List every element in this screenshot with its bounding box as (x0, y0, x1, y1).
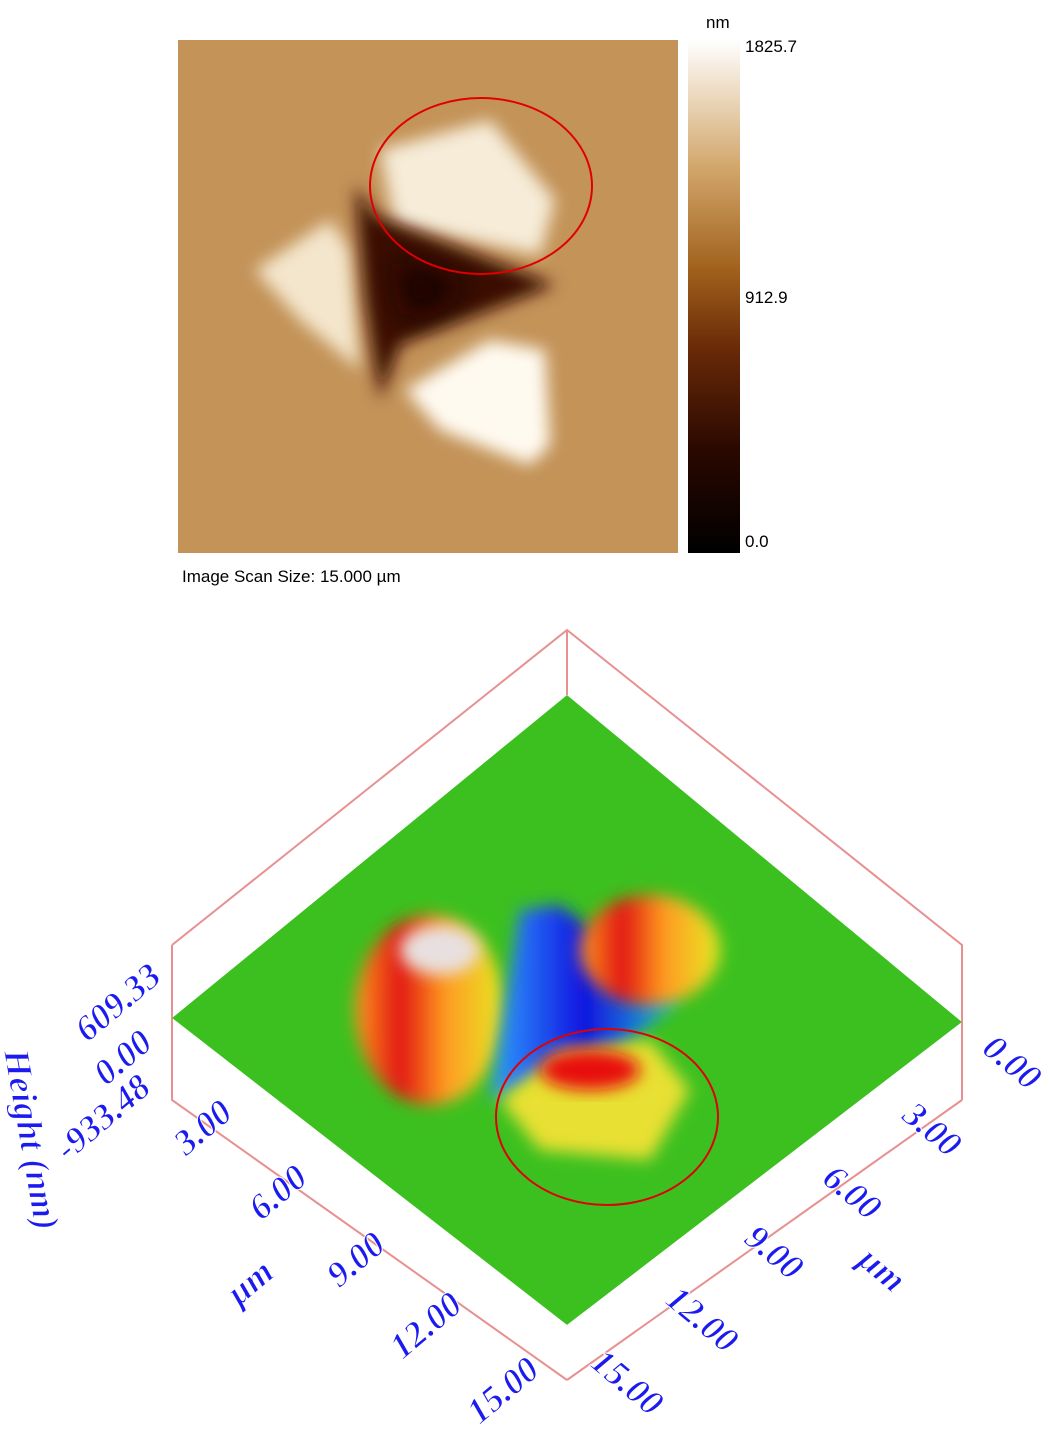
colorbar-label: 1825.7 (745, 37, 797, 56)
right-tick-label: 15.00 (584, 1341, 672, 1424)
colorbar-unit: nm (706, 13, 730, 32)
colorbar-label: 0.0 (745, 532, 769, 551)
afm-image (178, 40, 678, 553)
left-tick-label: 9.00 (319, 1224, 393, 1295)
right-tick-label: 0.00 (975, 1027, 1049, 1098)
right-tick-label: 6.00 (815, 1157, 889, 1228)
right-tick-label: 12.00 (659, 1278, 747, 1361)
colorbar-label: 912.9 (745, 288, 788, 307)
colorbar (688, 40, 740, 553)
right-axis-title: µm (850, 1238, 914, 1301)
left-tick-label: 15.00 (459, 1349, 547, 1430)
surface (172, 695, 962, 1325)
figure: nm 1825.7 912.9 0.0 Image Scan Size: 15.… (0, 0, 1049, 1430)
left-tick-label: 12.00 (382, 1284, 470, 1367)
left-tick-label: 6.00 (241, 1157, 315, 1228)
left-axis-title: µm (217, 1251, 281, 1314)
right-tick-label: 9.00 (737, 1217, 811, 1288)
caption: Image Scan Size: 15.000 µm (182, 567, 401, 586)
